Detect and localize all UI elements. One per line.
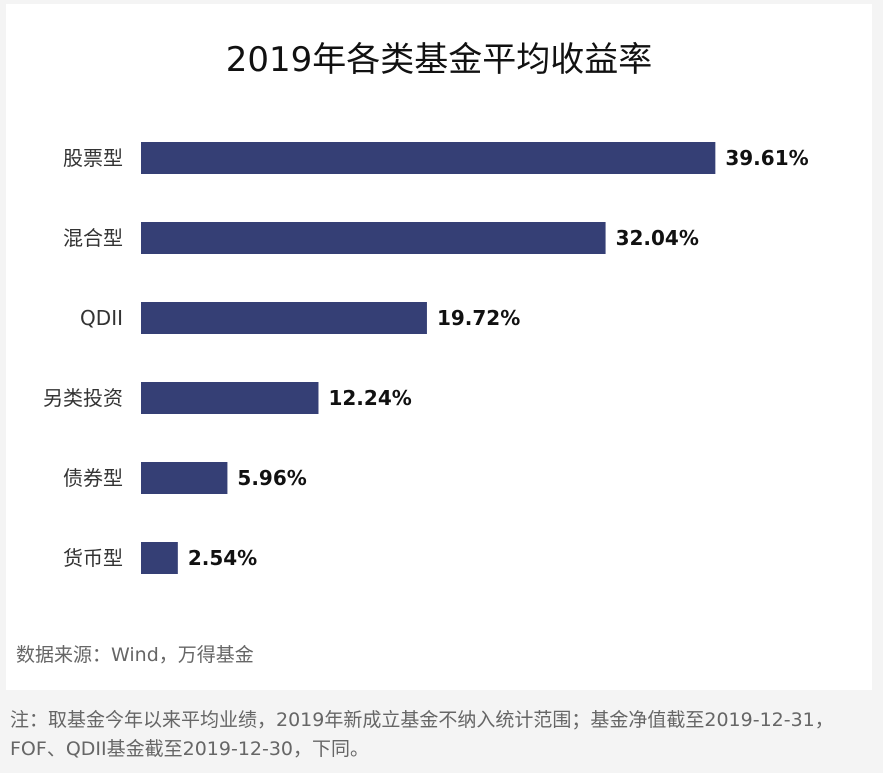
chart-title: 2019年各类基金平均收益率 [225,40,653,80]
category-label: QDII [80,306,123,330]
bar [141,542,178,574]
value-label: 19.72% [437,306,520,330]
bar [141,302,427,334]
category-label: 债券型 [63,466,123,490]
value-label: 39.61% [725,146,808,170]
value-label: 5.96% [237,466,306,490]
bar [141,222,606,254]
footnote: 注：取基金今年以来平均业绩，2019年新成立基金不纳入统计范围；基金净值截至20… [10,709,834,760]
data-source: 数据来源：Wind，万得基金 [16,644,254,666]
category-label: 货币型 [63,546,123,570]
category-label: 混合型 [63,226,123,250]
value-label: 32.04% [616,226,699,250]
bar [141,142,716,174]
bar [141,462,228,494]
value-label: 12.24% [328,386,411,410]
value-label: 2.54% [188,546,257,570]
bar-chart: 股票型 39.61% 混合型 32.04% QDII 19.72% 另类投资 12.24% 债券… [43,142,809,574]
bar [141,382,319,414]
chart-card: 2019年各类基金平均收益率 股票型 39.61% 混合型 32.04% QDII 19.… [6,4,872,690]
category-label: 另类投资 [43,386,123,410]
category-label: 股票型 [63,146,123,170]
